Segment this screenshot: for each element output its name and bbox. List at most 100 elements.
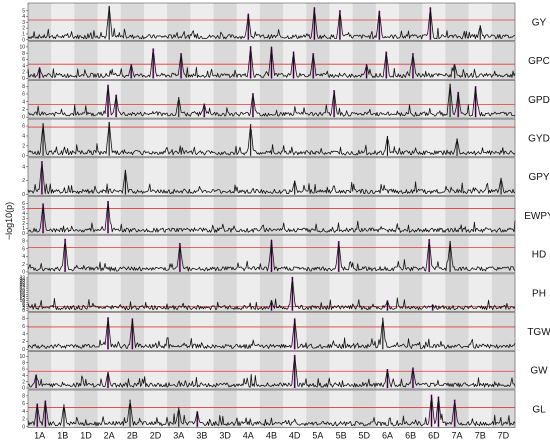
chrom-band xyxy=(399,157,423,196)
chrom-band xyxy=(28,235,52,273)
chrom-band xyxy=(422,157,446,196)
chrom-band xyxy=(190,80,214,119)
chrom-band xyxy=(236,119,261,157)
y-tick-label: 16 xyxy=(19,292,25,298)
panel-frame xyxy=(27,196,516,235)
trait-label: GYD xyxy=(528,133,550,144)
y-tick-label: 0 xyxy=(22,347,25,353)
y-tick-label: 0 xyxy=(22,308,25,314)
chrom-label: 2D xyxy=(150,431,162,441)
chrom-band xyxy=(306,351,330,389)
chrom-band xyxy=(143,351,168,389)
y-tick-label: 0 xyxy=(22,231,25,237)
y-tick-label: 6 xyxy=(22,57,25,63)
chrom-band xyxy=(143,390,168,428)
y-tick-label: 2 xyxy=(22,339,25,345)
chrom-band xyxy=(445,351,469,389)
chrom-band xyxy=(445,312,469,351)
chrom-band xyxy=(120,390,145,428)
chrom-band xyxy=(97,351,122,389)
trait-label: PH xyxy=(532,288,546,299)
chrom-band xyxy=(399,119,423,157)
trace-line xyxy=(27,397,516,427)
chrom-band xyxy=(329,351,353,389)
y-tick-label: 0 xyxy=(22,115,25,121)
panel-gpy: 0 2 4 GPY xyxy=(22,157,550,198)
chrom-label: 7B xyxy=(475,431,486,441)
chrom-band xyxy=(399,351,423,389)
chrom-band xyxy=(491,41,516,80)
y-tick-label: 2 xyxy=(22,26,25,32)
chrom-band xyxy=(283,196,307,235)
panel-frame xyxy=(27,234,516,274)
chrom-band xyxy=(143,119,168,157)
chrom-band xyxy=(399,312,423,351)
chrom-band xyxy=(283,390,307,428)
trace-line xyxy=(27,355,516,388)
chrom-band xyxy=(491,273,516,312)
y-tick-label: 0 xyxy=(22,192,25,198)
y-tick-label: 3 xyxy=(22,216,25,222)
chrom-band xyxy=(51,3,75,41)
chrom-band xyxy=(375,80,400,119)
chrom-label: 2B xyxy=(127,431,138,441)
trace-line xyxy=(27,201,516,233)
y-tick-label: 0 xyxy=(22,270,25,276)
chrom-band xyxy=(97,273,122,312)
chrom-band xyxy=(51,80,75,119)
chrom-band xyxy=(259,351,284,389)
chrom-band xyxy=(74,41,98,80)
panel-tgw: 0 2 46 8 TGW xyxy=(22,312,550,353)
chrom-band xyxy=(120,235,145,273)
chrom-band xyxy=(468,390,493,428)
chrom-band xyxy=(259,157,284,196)
chrom-band xyxy=(352,41,377,80)
trace-line xyxy=(27,163,516,195)
chrom-band xyxy=(445,196,469,235)
chrom-band xyxy=(468,196,493,235)
panel-frame xyxy=(27,157,516,196)
y-tick-label: 2 xyxy=(22,417,25,423)
chrom-label: 5D xyxy=(359,431,371,441)
y-tick-label: 2 xyxy=(22,221,25,227)
chrom-label: 4B xyxy=(266,431,277,441)
chrom-band xyxy=(236,80,261,119)
chrom-band xyxy=(190,3,214,41)
chrom-band xyxy=(422,390,446,428)
chrom-band xyxy=(213,235,238,273)
chrom-band xyxy=(491,196,516,235)
chrom-band xyxy=(283,119,307,157)
y-tick-label: 2 xyxy=(22,70,25,76)
y-tick-label: 10 xyxy=(19,44,25,50)
y-tick-label: 10 xyxy=(19,354,25,360)
chrom-band xyxy=(213,80,238,119)
chrom-band xyxy=(468,273,493,312)
chrom-band xyxy=(329,157,353,196)
y-tick-label: 20 xyxy=(19,288,25,294)
chrom-band xyxy=(468,119,493,157)
chrom-band xyxy=(445,157,469,196)
chrom-band xyxy=(375,312,400,351)
chrom-band xyxy=(283,157,307,196)
chrom-band xyxy=(167,351,191,389)
chrom-band xyxy=(445,390,469,428)
chrom-band xyxy=(399,196,423,235)
panel-gpd: 0 2 46 8 GPD xyxy=(22,80,550,121)
panel-frame xyxy=(27,350,516,390)
chrom-band xyxy=(352,80,377,119)
chrom-band xyxy=(422,119,446,157)
chrom-band xyxy=(306,157,330,196)
chrom-label: 5B xyxy=(336,431,347,441)
chrom-band xyxy=(468,80,493,119)
chrom-band xyxy=(329,390,353,428)
chrom-band xyxy=(352,157,377,196)
y-tick-label: 22 xyxy=(19,286,25,292)
chrom-band xyxy=(213,273,238,312)
chrom-band xyxy=(399,41,423,80)
chrom-band xyxy=(491,3,516,41)
chrom-band xyxy=(51,41,75,80)
chrom-label: 6A xyxy=(382,431,393,441)
